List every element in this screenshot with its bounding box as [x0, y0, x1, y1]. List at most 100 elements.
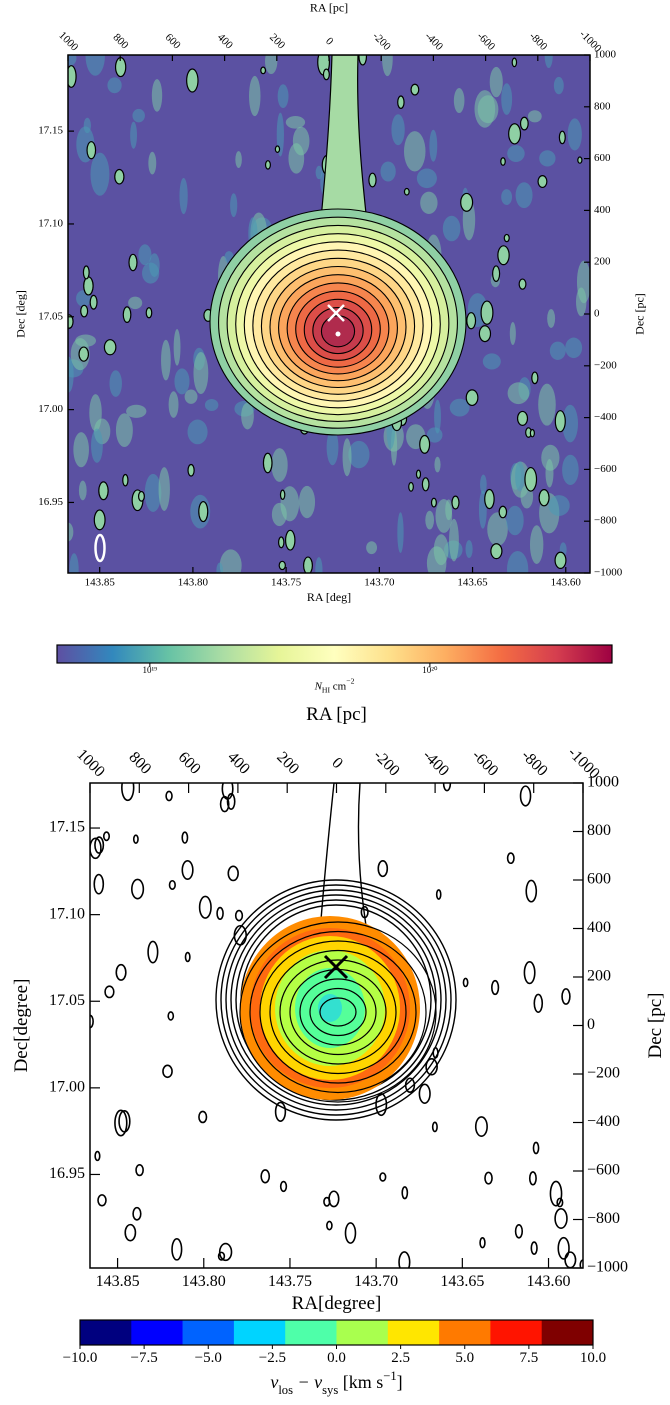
noise-blob: [567, 118, 582, 151]
noise-contour: [479, 1237, 486, 1249]
noise-contour: [264, 160, 271, 170]
noise-blob: [501, 83, 513, 115]
x-tick-label: 143.70: [354, 1273, 398, 1290]
noise-contour: [82, 265, 90, 280]
noise-blob: [449, 398, 470, 417]
noise-contour: [519, 116, 529, 131]
noise-contour: [114, 1109, 128, 1137]
noise-blob: [541, 444, 560, 471]
noise-contour: [528, 1171, 537, 1186]
noise-blob: [216, 562, 223, 573]
noise-contour: [68, 314, 74, 329]
noise-contour: [529, 428, 535, 438]
noise-contour: [490, 543, 503, 560]
noise-blob: [73, 432, 89, 468]
y-tick-label: 17.10: [49, 905, 85, 922]
noise-blob: [507, 145, 525, 163]
noise-blob: [435, 499, 453, 533]
noise-blob: [529, 525, 544, 564]
outer-contour: [235, 899, 437, 1101]
noise-blob: [193, 352, 209, 395]
noise-contour: [577, 156, 583, 164]
y-tick-label: 16.95: [38, 496, 63, 508]
noise-contour: [262, 452, 273, 474]
x2-tick-label: -200: [370, 30, 393, 53]
y2-tick-label: −600: [594, 463, 617, 475]
noise-blob: [78, 480, 87, 501]
noise-blob: [547, 309, 556, 328]
noise-blob: [130, 121, 137, 149]
noise-blob: [480, 474, 487, 495]
y2-tick-label: −600: [587, 1162, 620, 1179]
noise-contour: [98, 481, 109, 501]
noise-contour: [115, 963, 127, 981]
noise-blob: [219, 549, 242, 573]
noise-contour: [358, 55, 368, 66]
noise-blob: [109, 370, 122, 397]
inner-contour: [319, 997, 357, 1027]
colorbar-tick-label: 10²⁰: [422, 665, 438, 675]
noise-contour: [162, 1064, 173, 1079]
noise-contour: [135, 1163, 144, 1177]
noise-contour: [181, 860, 194, 880]
colorbar-bin: [387, 1320, 440, 1345]
noise-contour: [435, 889, 442, 900]
noise-contour: [558, 130, 566, 145]
colorbar-label-part: los: [278, 1383, 293, 1397]
noise-contour: [430, 497, 437, 508]
noise-contour: [93, 873, 105, 895]
noise-blob: [548, 495, 570, 516]
colorbar: [57, 645, 612, 663]
x2-tick-label: 800: [125, 749, 154, 778]
noise-blob: [382, 55, 393, 77]
noise-blob: [315, 557, 323, 573]
noise-blob: [527, 110, 542, 123]
noise-contour: [260, 1169, 271, 1184]
noise-contour: [198, 1110, 208, 1124]
noise-blob: [391, 114, 405, 146]
noise-contour: [216, 906, 224, 920]
x2-tick-label: -800: [527, 30, 550, 53]
noise-blob: [75, 334, 97, 347]
noise-blob: [115, 413, 133, 448]
x2-tick-label: 600: [175, 749, 204, 778]
noise-contour: [103, 339, 117, 356]
galaxy-contour: [320, 315, 356, 348]
y2-tick-label: 800: [587, 822, 611, 839]
noise-contour: [219, 795, 230, 813]
noise-blob: [416, 168, 437, 189]
noise-contour: [186, 68, 199, 93]
inner-contour: [269, 949, 407, 1075]
noise-blob: [138, 244, 152, 266]
noise-blob: [403, 131, 426, 172]
outer-contour: [215, 879, 457, 1121]
colorbar-label: NHI cm−2: [314, 677, 355, 695]
noise-contour: [462, 977, 469, 988]
noise-contour: [556, 1197, 564, 1208]
noise-contour: [460, 192, 474, 212]
noise-blob: [107, 77, 122, 94]
noise-contour: [398, 1251, 411, 1268]
y-tick-label: 17.05: [49, 992, 85, 1009]
colorbar-label-part: − v: [293, 1372, 322, 1392]
noise-blob: [90, 152, 110, 196]
inner-contour: [309, 987, 367, 1037]
colorbar-bin: [541, 1320, 594, 1345]
x2-tick-label: -600: [475, 30, 498, 53]
plume: [317, 55, 371, 251]
noise-blob: [85, 55, 105, 76]
x-tick-label: 143.80: [178, 576, 209, 588]
y-tick-label: 17.05: [38, 310, 63, 322]
inner-contour: [279, 959, 397, 1065]
noise-blob: [348, 440, 370, 469]
y2-tick-label: −800: [587, 1210, 620, 1227]
noise-blob: [184, 389, 198, 404]
noise-blob: [489, 66, 503, 98]
x-tick-label: 143.60: [551, 576, 582, 588]
x2-tick-label: 0: [323, 35, 336, 48]
velocity-blob: [318, 994, 342, 1022]
x2-tick-label: 400: [224, 749, 253, 778]
noise-contour: [303, 556, 313, 573]
noise-contour: [425, 1058, 438, 1076]
colorbar-bin: [80, 1320, 132, 1345]
